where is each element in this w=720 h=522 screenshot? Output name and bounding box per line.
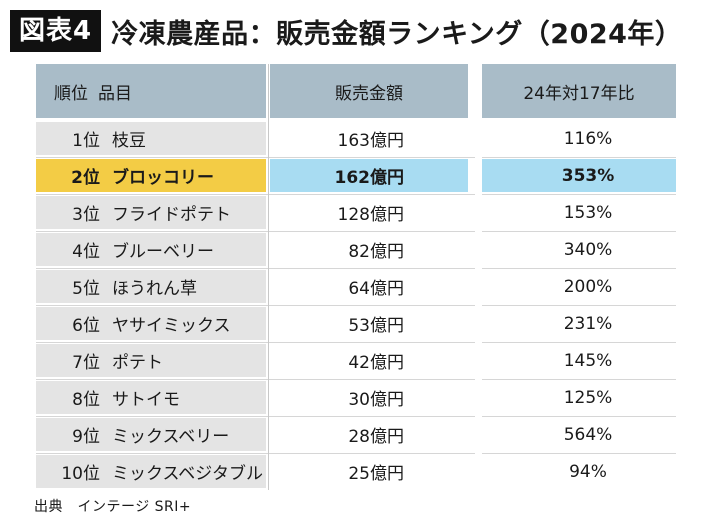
table-row-rank-item: 4位 ブルーベリー: [36, 233, 266, 266]
ratio-cell: 116%: [482, 122, 676, 155]
header-item: 品目: [98, 83, 132, 104]
item-label: ヤサイミックス: [112, 316, 231, 336]
row-divider: [36, 453, 676, 454]
sales-value: 30億円: [348, 390, 404, 410]
sales-value: 53億円: [348, 316, 404, 336]
table-row-rank-item: 2位 ブロッコリー: [36, 159, 266, 192]
row-divider: [36, 268, 676, 269]
row-divider: [36, 157, 676, 158]
ratio-cell: 125%: [482, 381, 676, 414]
sales-cell: 30億円: [270, 381, 468, 414]
header-sales: 販売金額: [270, 64, 468, 118]
source-note: 出典 インテージ SRI+: [34, 499, 192, 515]
ratio-value: 231%: [563, 313, 613, 334]
row-divider: [36, 379, 676, 380]
sales-value: 128億円: [337, 205, 404, 225]
item-label: ブロッコリー: [112, 168, 214, 188]
sales-value: 82億円: [348, 242, 404, 262]
chart-title: 冷凍農産品：販売金額ランキング（2024年）: [111, 18, 683, 50]
ratio-cell: 153%: [482, 196, 676, 229]
rank-label: 5位: [72, 279, 100, 299]
row-divider: [36, 305, 676, 306]
ratio-cell: 353%: [482, 159, 676, 192]
ratio-value: 353%: [561, 165, 615, 186]
rank-label: 1位: [72, 131, 100, 151]
rank-label: 4位: [72, 242, 100, 262]
item-label: フライドポテト: [112, 205, 231, 225]
title-row: 図表4 冷凍農産品：販売金額ランキング（2024年）: [10, 8, 682, 54]
sales-cell: 162億円: [270, 159, 468, 192]
ratio-value: 94%: [569, 461, 607, 482]
item-label: ブルーベリー: [112, 242, 214, 262]
item-label: ほうれん草: [112, 279, 197, 299]
sales-cell: 128億円: [270, 196, 468, 229]
column-gap: [475, 64, 482, 490]
figure-label: 図表4: [10, 10, 102, 52]
sales-value: 42億円: [348, 353, 404, 373]
sales-value: 162億円: [334, 168, 405, 188]
table-row-rank-item: 9位 ミックスベリー: [36, 418, 266, 451]
sales-value: 25億円: [348, 464, 404, 484]
row-divider: [36, 194, 676, 195]
ratio-value: 200%: [563, 276, 613, 297]
sales-value: 163億円: [337, 131, 404, 151]
ratio-cell: 340%: [482, 233, 676, 266]
ratio-cell: 94%: [482, 455, 676, 488]
rank-label: 6位: [72, 316, 100, 336]
sales-cell: 25億円: [270, 455, 468, 488]
header-ratio: 24年対17年比: [482, 64, 676, 118]
rank-label: 10位: [61, 464, 100, 484]
rank-label: 2位: [71, 168, 100, 188]
rank-label: 7位: [72, 353, 100, 373]
sales-cell: 82億円: [270, 233, 468, 266]
header-rank: 順位: [54, 83, 88, 104]
sales-cell: 53億円: [270, 307, 468, 340]
item-label: サトイモ: [112, 390, 180, 410]
row-divider: [36, 342, 676, 343]
ratio-cell: 145%: [482, 344, 676, 377]
ratio-value: 145%: [563, 350, 613, 371]
ratio-value: 153%: [563, 202, 613, 223]
ratio-cell: 231%: [482, 307, 676, 340]
table-row-rank-item: 5位 ほうれん草: [36, 270, 266, 303]
rank-label: 8位: [72, 390, 100, 410]
rank-label: 9位: [72, 427, 100, 447]
ratio-cell: 564%: [482, 418, 676, 451]
sales-cell: 28億円: [270, 418, 468, 451]
table-row-rank-item: 1位 枝豆: [36, 122, 266, 155]
ratio-value: 116%: [563, 128, 613, 149]
sales-cell: 42億円: [270, 344, 468, 377]
ratio-cell: 200%: [482, 270, 676, 303]
table-row-rank-item: 6位 ヤサイミックス: [36, 307, 266, 340]
sales-cell: 163億円: [270, 122, 468, 155]
ratio-value: 125%: [563, 387, 613, 408]
item-label: ポテト: [112, 353, 163, 373]
sales-value: 64億円: [348, 279, 404, 299]
table-row-rank-item: 7位 ポテト: [36, 344, 266, 377]
table-row-rank-item: 3位 フライドポテト: [36, 196, 266, 229]
row-divider: [36, 416, 676, 417]
ratio-value: 340%: [563, 239, 613, 260]
sales-cell: 64億円: [270, 270, 468, 303]
item-label: 枝豆: [112, 131, 146, 151]
item-label: ミックスベジタブル: [112, 464, 263, 484]
table-row-rank-item: 8位 サトイモ: [36, 381, 266, 414]
rank-label: 3位: [72, 205, 100, 225]
row-divider: [36, 231, 676, 232]
header-rank-item: 順位 品目: [36, 64, 266, 118]
item-label: ミックスベリー: [112, 427, 230, 447]
column-divider-1: [268, 64, 269, 490]
table-row-rank-item: 10位 ミックスベジタブル: [36, 455, 266, 488]
sales-value: 28億円: [348, 427, 404, 447]
ratio-value: 564%: [563, 424, 613, 445]
